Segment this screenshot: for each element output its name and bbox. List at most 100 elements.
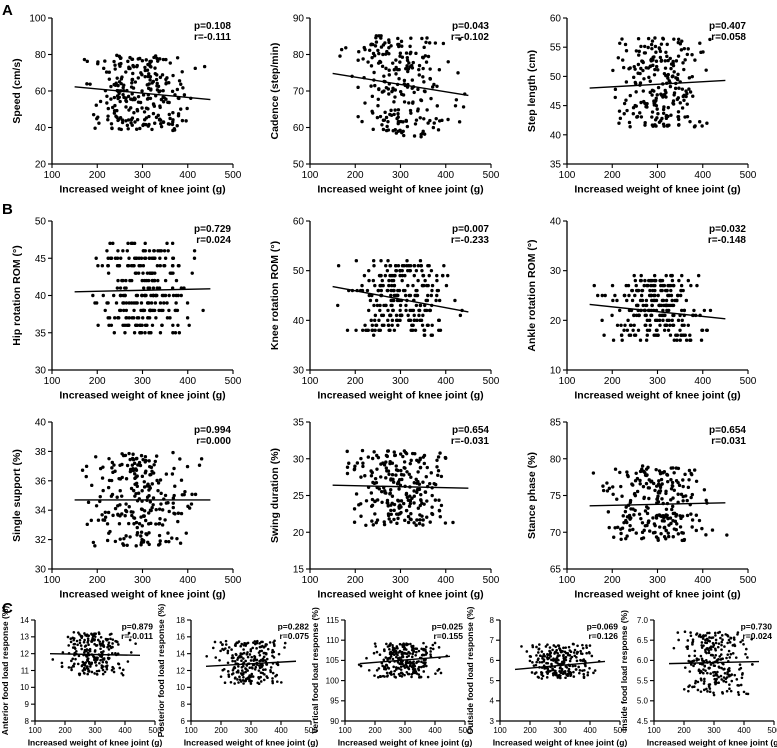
data-point [132, 461, 137, 466]
data-point [389, 503, 393, 507]
data-point [379, 259, 383, 263]
data-point [85, 522, 89, 527]
data-point [171, 501, 175, 505]
data-point [666, 516, 670, 521]
y-tick-label: 8 [181, 700, 186, 709]
x-tick-label: 100 [559, 170, 576, 181]
data-point [389, 520, 393, 524]
data-point [391, 480, 396, 484]
x-axis-title: Increased weight of knee joint (g) [574, 589, 740, 601]
data-point [262, 655, 266, 659]
data-point [400, 278, 404, 283]
data-point [718, 655, 722, 658]
data-point [229, 680, 233, 684]
data-point [175, 56, 180, 60]
data-point [676, 110, 681, 114]
data-point [706, 631, 709, 635]
data-point [107, 648, 111, 651]
data-point [409, 111, 413, 115]
y-tick-label: 12 [20, 649, 29, 658]
data-point [671, 102, 676, 106]
data-point [651, 516, 655, 520]
data-point [707, 667, 711, 670]
data-point [111, 470, 115, 475]
data-point [406, 661, 410, 665]
data-point [641, 484, 646, 489]
data-point [113, 256, 118, 260]
data-point [385, 501, 389, 505]
data-point [685, 91, 689, 96]
data-point [105, 538, 110, 543]
scatter-points [82, 53, 207, 133]
data-point [359, 664, 363, 668]
data-point [156, 481, 161, 485]
data-point [109, 637, 112, 641]
data-point [391, 273, 395, 278]
data-point [650, 39, 655, 43]
data-point [662, 525, 667, 529]
data-point [132, 264, 136, 268]
data-point [125, 249, 130, 253]
data-point [373, 674, 376, 677]
data-point [133, 476, 137, 481]
x-tick-label: 400 [694, 575, 711, 586]
data-point [411, 652, 414, 656]
data-point [715, 677, 718, 681]
y-tick-label: 4.5 [637, 717, 649, 726]
data-point [670, 504, 675, 509]
data-point [193, 66, 197, 71]
data-point [562, 656, 566, 660]
data-point [691, 685, 694, 689]
data-point [639, 516, 643, 521]
data-point [186, 504, 190, 509]
x-axis-title: Increased weight of knee joint (g) [59, 390, 225, 402]
data-point [620, 494, 624, 498]
data-point [708, 687, 712, 690]
data-point [446, 117, 450, 122]
data-point [150, 469, 154, 473]
data-point [387, 657, 391, 660]
data-point [226, 670, 230, 673]
data-point [665, 472, 669, 477]
data-point [107, 316, 112, 320]
data-point [429, 96, 433, 101]
data-point [154, 522, 158, 526]
data-point [174, 278, 179, 283]
data-point [422, 641, 425, 645]
data-point [106, 645, 109, 649]
data-point [120, 672, 124, 675]
data-point [720, 634, 724, 637]
data-point [677, 117, 681, 122]
data-point [404, 508, 409, 513]
data-point [400, 44, 404, 48]
data-point [143, 293, 147, 298]
data-point [97, 632, 101, 636]
data-point [396, 323, 400, 327]
data-point [371, 523, 376, 527]
x-tick-label: 100 [647, 726, 661, 735]
data-point [377, 34, 381, 38]
data-point [130, 513, 134, 518]
data-point [622, 101, 627, 106]
data-point [647, 278, 651, 283]
data-point [416, 278, 420, 283]
data-point [129, 121, 133, 125]
data-point [159, 502, 163, 506]
data-point [227, 646, 231, 649]
data-point [361, 461, 365, 465]
data-point [67, 666, 71, 669]
data-point [234, 642, 237, 646]
data-point [415, 487, 420, 492]
data-point [731, 644, 735, 647]
data-point [418, 456, 422, 461]
data-point [110, 492, 115, 497]
data-point [135, 64, 139, 69]
data-point [390, 303, 394, 308]
data-point [392, 298, 396, 303]
r-value-label: r=-0.102 [451, 32, 490, 43]
data-point [178, 541, 183, 545]
data-point [158, 331, 163, 335]
data-point [546, 643, 549, 646]
y-tick-label: 30 [35, 366, 47, 377]
